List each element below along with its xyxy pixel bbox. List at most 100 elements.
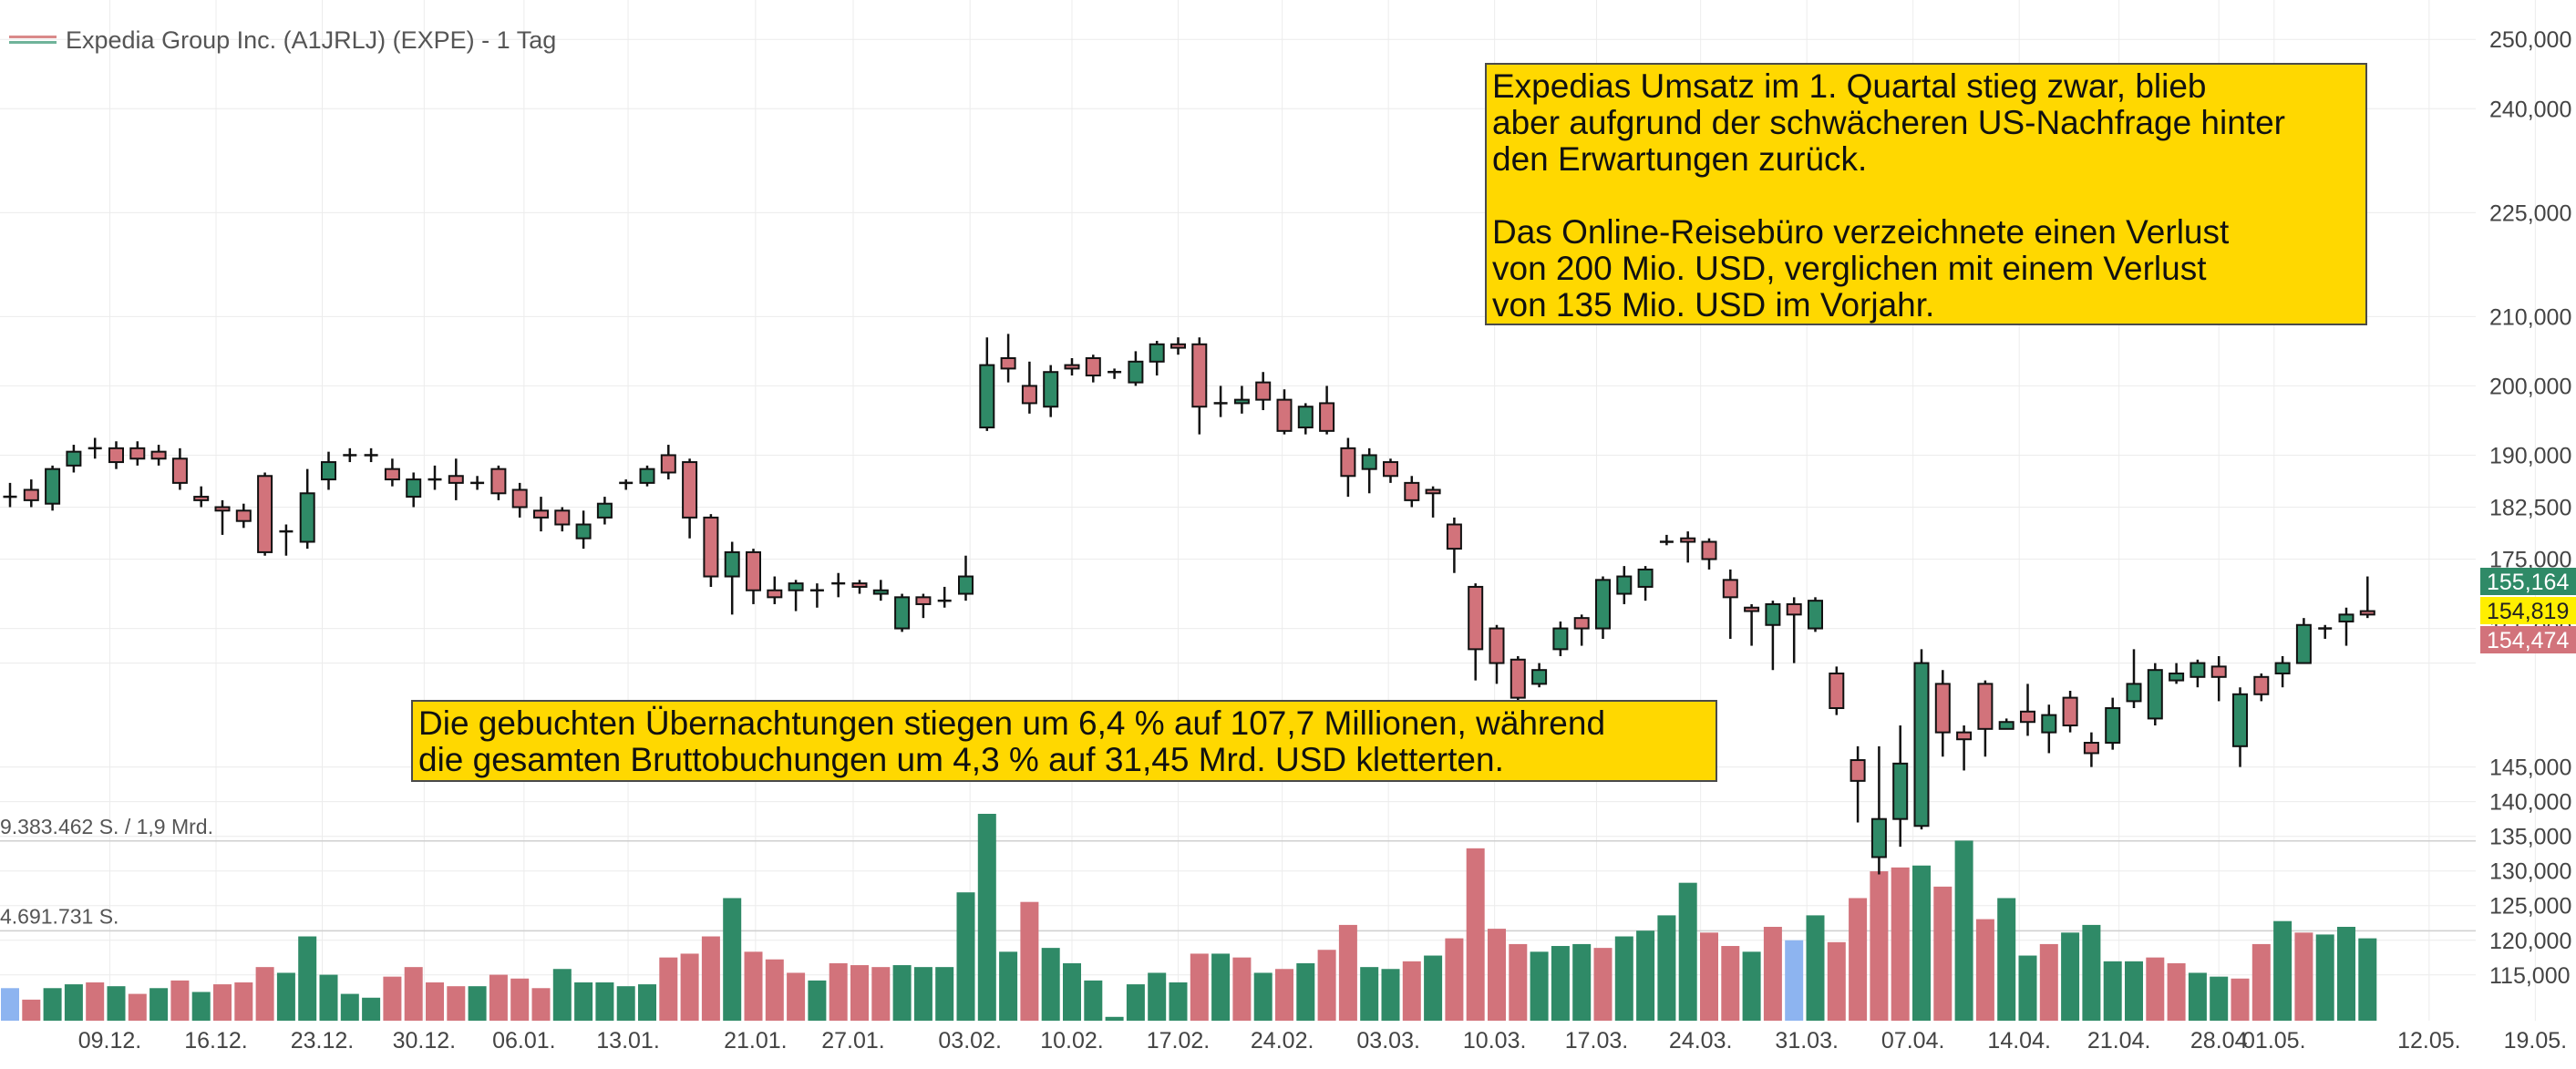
candle: [193, 486, 210, 508]
candle-body: [575, 523, 592, 540]
volume-bar: [362, 997, 381, 1021]
candle-body: [1128, 360, 1144, 384]
volume-bars: [1, 814, 2377, 1021]
candle-body: [1489, 627, 1505, 664]
candle: [235, 503, 252, 529]
candle: [2169, 663, 2185, 684]
price-tick-label: 200,000: [2489, 374, 2571, 399]
time-tick-label: 31.03.: [1775, 1028, 1839, 1054]
candle: [1913, 649, 1930, 830]
volume-bar: [1190, 953, 1209, 1021]
candle: [554, 507, 571, 532]
price-tick-label: 140,000: [2489, 790, 2571, 816]
volume-bar: [1572, 943, 1592, 1021]
volume-bar: [447, 986, 466, 1021]
candle-body: [1319, 402, 1335, 432]
candle: [1701, 538, 1717, 570]
volume-bar: [107, 986, 126, 1021]
candle-body: [554, 509, 571, 526]
volume-bar: [2358, 938, 2377, 1021]
price-tick-label: 182,500: [2489, 495, 2571, 520]
candle: [3, 482, 17, 508]
legend-line-icon: [9, 34, 57, 46]
candle-body: [1616, 575, 1633, 595]
candle-body: [235, 509, 252, 522]
candle: [1744, 603, 1760, 646]
candle-body: [2169, 672, 2185, 682]
chart-legend[interactable]: Expedia Group Inc. (A1JRLJ) (EXPE) - 1 T…: [9, 24, 556, 57]
price-tick-label: 240,000: [2489, 97, 2571, 122]
time-tick-label: 17.03.: [1565, 1028, 1629, 1054]
price-badge-label: 155,164: [2487, 570, 2569, 595]
volume-bar: [2061, 932, 2080, 1021]
candle-body: [1361, 454, 1377, 470]
note-line: Das Online-Reisebüro verzeichnete einen …: [1492, 213, 2230, 251]
volume-bar: [2188, 972, 2207, 1021]
volume-bar: [1806, 915, 1825, 1021]
candle-body: [1998, 721, 2014, 730]
candle: [108, 441, 124, 469]
volume-bar: [1296, 962, 1315, 1021]
volume-bar: [1445, 938, 1464, 1021]
candle-body: [1276, 398, 1293, 432]
candle-body: [788, 582, 804, 591]
candle-body: [1446, 523, 1462, 550]
note-line: aber aufgrund der schwächeren US-Nachfra…: [1492, 104, 2285, 141]
time-tick-label: 21.01.: [724, 1028, 788, 1054]
volume-bar: [1657, 915, 1676, 1021]
volume-bar: [1041, 948, 1060, 1021]
time-tick-label: 24.02.: [1251, 1028, 1314, 1054]
candle: [1765, 601, 1781, 671]
annotation-bookings: Die gebuchten Übernachtungen stiegen um …: [411, 700, 1717, 782]
volume-bar: [2018, 955, 2037, 1021]
candle-body: [1340, 447, 1356, 478]
candle-body: [1595, 579, 1611, 630]
candle: [66, 445, 82, 473]
volume-bar: [531, 988, 551, 1021]
candle: [1149, 340, 1165, 376]
volume-bar: [170, 980, 190, 1021]
time-tick-label: 27.01.: [821, 1028, 885, 1054]
candle: [851, 580, 868, 594]
volume-bar: [1424, 955, 1443, 1021]
candle-body: [150, 450, 167, 460]
candle: [2232, 687, 2248, 767]
candle-body: [129, 447, 146, 460]
candle-body: [2083, 742, 2099, 755]
price-tick-label: 190,000: [2489, 443, 2571, 468]
volume-bar: [319, 974, 338, 1021]
candle: [428, 465, 442, 490]
time-tick-label: 01.05.: [2242, 1028, 2306, 1054]
candle: [2105, 697, 2121, 750]
volume-bar: [2146, 957, 2165, 1021]
candle-body: [321, 461, 336, 481]
candle-body: [1149, 343, 1165, 363]
candle: [1977, 680, 1994, 757]
volume-bar: [234, 982, 253, 1021]
volume-bar: [43, 988, 62, 1021]
volume-bar: [723, 898, 742, 1021]
candle-body: [1892, 762, 1909, 820]
candle: [1319, 385, 1335, 435]
candle-body: [2295, 623, 2312, 664]
volume-bar: [1148, 972, 1167, 1021]
volume-bar: [298, 936, 317, 1021]
volume-bar: [787, 972, 806, 1021]
candle-body: [703, 516, 719, 578]
candle-body: [2338, 613, 2354, 622]
candle: [1510, 655, 1526, 709]
candle-body: [1085, 357, 1101, 377]
candle: [2083, 732, 2099, 767]
volume-bar: [1402, 961, 1421, 1021]
candle: [979, 337, 995, 431]
volume-bar: [1827, 941, 1846, 1021]
candle-body: [1297, 406, 1314, 429]
note-line: Die gebuchten Übernachtungen stiegen um …: [418, 704, 1606, 742]
volume-bar: [2294, 932, 2313, 1021]
volume-bar: [2039, 943, 2058, 1021]
time-tick-label: 17.02.: [1147, 1028, 1211, 1054]
candle: [88, 437, 102, 459]
candle-body: [596, 502, 613, 519]
